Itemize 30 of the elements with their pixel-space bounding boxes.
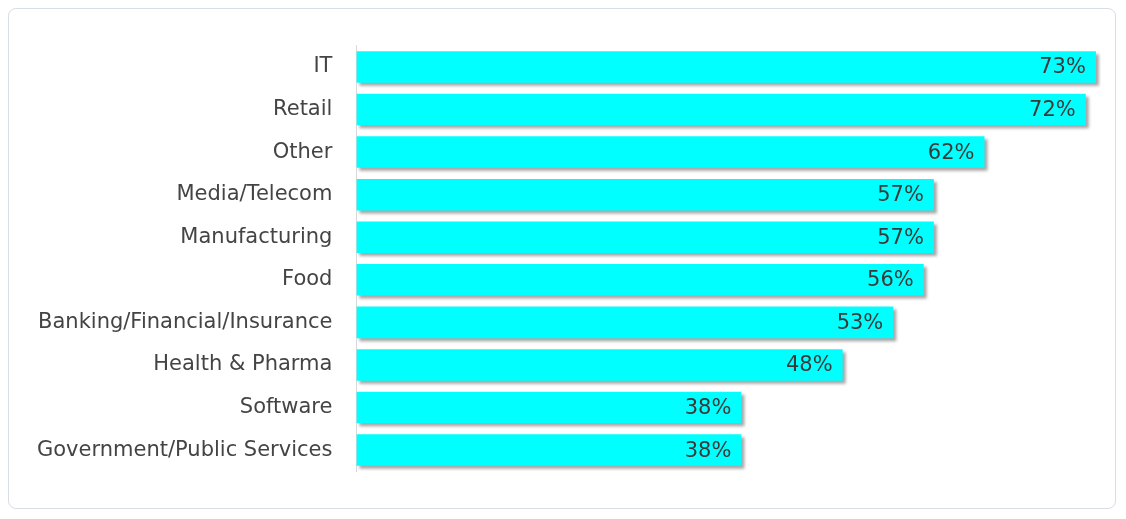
data-label: 53% xyxy=(836,309,884,334)
data-label: 38% xyxy=(684,394,732,419)
data-label: 72% xyxy=(1029,96,1076,121)
y-tick-label: Manufacturing xyxy=(180,223,333,248)
y-tick-label: Retail xyxy=(273,95,333,120)
y-tick-label: Health & Pharma xyxy=(153,351,333,376)
bar xyxy=(356,221,934,253)
data-label: 73% xyxy=(1039,54,1086,79)
bar xyxy=(356,264,924,296)
y-tick-label: Software xyxy=(239,393,333,418)
data-label: 48% xyxy=(785,352,833,377)
bar xyxy=(356,391,742,424)
bar xyxy=(356,306,894,339)
y-tick-label: IT xyxy=(313,53,333,78)
data-label: 38% xyxy=(684,437,732,462)
y-tick-label: Food xyxy=(282,266,333,291)
data-label: 62% xyxy=(927,139,975,164)
y-tick-label: Other xyxy=(272,138,333,163)
data-label: 57% xyxy=(877,182,924,207)
bar xyxy=(356,136,985,168)
y-tick-label: Media/Telecom xyxy=(176,181,333,206)
y-tick-label: Government/Public Services xyxy=(36,436,333,461)
bar xyxy=(356,178,934,211)
y-tick-label: Banking/Financial/Insurance xyxy=(38,308,333,333)
data-label: 57% xyxy=(877,224,924,249)
bar xyxy=(356,93,1086,126)
bar xyxy=(356,51,1096,83)
data-label: 56% xyxy=(867,267,914,292)
bar xyxy=(356,349,843,381)
bar xyxy=(356,434,742,466)
